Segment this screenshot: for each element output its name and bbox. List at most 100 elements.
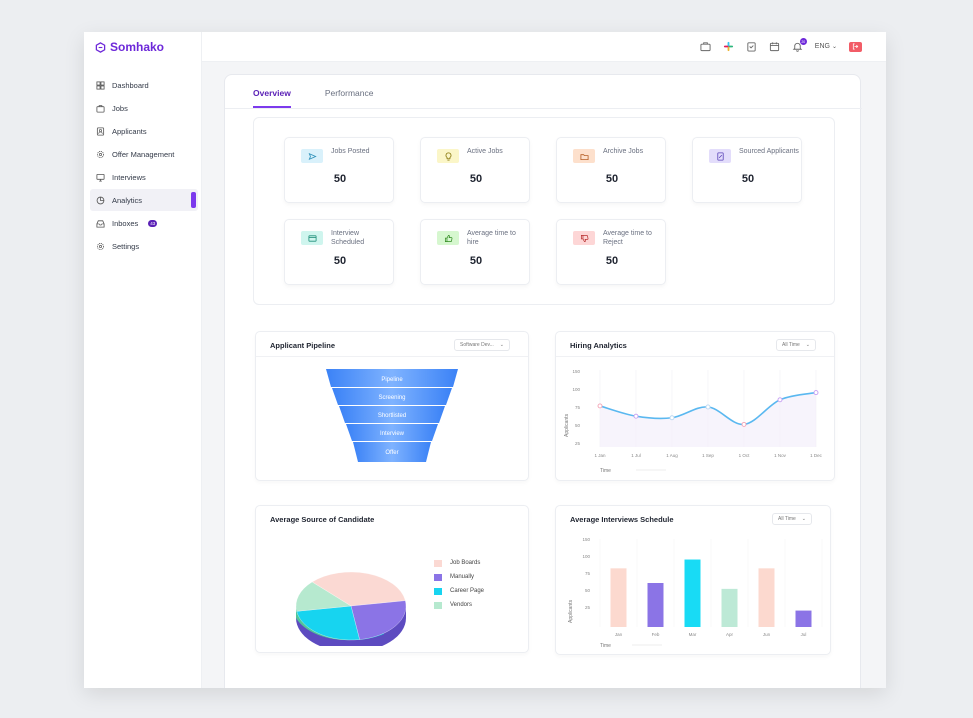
funnel-stage-interview[interactable] [346,424,438,441]
sidebar-item-analytics[interactable]: Analytics [90,189,198,211]
pie-slice-job-boards[interactable] [311,571,406,607]
y-tick-label: 25 [585,605,591,610]
y-axis-label: Applicants [568,599,574,623]
funnel-stage-screening[interactable] [332,388,452,405]
stat-label: Average time to hire [467,230,516,246]
y-tick-label: 150 [582,537,590,542]
logout-button[interactable] [849,41,862,52]
bell-icon[interactable]: 20 [792,38,807,52]
stat-card-jobs-posted[interactable]: Jobs Posted 50 [284,137,394,203]
dropdown-value: All Time [782,342,800,348]
sidebar-item-dashboard[interactable]: Dashboard [90,74,198,96]
main-content: Overview Performance Jobs Posted 50 Acti… [224,74,862,688]
legend-item-manually[interactable]: Manually [434,570,484,584]
sidebar-item-inboxes[interactable]: Inboxes 43 [90,212,198,234]
legend-item-job-boards[interactable]: Job Boards [434,556,484,570]
tab-divider [225,108,862,109]
legend-swatch [434,573,442,581]
sidebar-item-applicants[interactable]: Applicants [90,120,198,142]
stat-label: Active Jobs [467,148,503,155]
sidebar-item-jobs[interactable]: Jobs [90,97,198,119]
job-filter-dropdown[interactable]: Software Dev... ⌄ [453,339,510,351]
bar-apr[interactable] [721,588,738,627]
sidebar-item-label: Offer Management [112,149,175,159]
logout-icon [852,43,859,50]
bar-jan[interactable] [610,568,627,627]
gear-icon [96,150,105,159]
time-range-dropdown[interactable]: All Time ⌄ [772,513,812,525]
line-point[interactable] [633,413,639,419]
tab-overview[interactable]: Overview [253,75,291,108]
pie-slice-career-page[interactable] [296,605,360,641]
line-point[interactable] [813,390,819,396]
sidebar-item-settings[interactable]: Settings [90,235,198,257]
line-area [600,392,816,447]
sidebar-item-label: Analytics [112,195,143,205]
funnel-stage-pipeline[interactable] [326,369,458,387]
card-title: Average Interviews Schedule [570,515,674,524]
line-point[interactable] [669,415,675,421]
bar-feb[interactable] [647,583,664,627]
y-tick-label: 75 [575,405,581,410]
legend-label: Job Boards [450,560,481,566]
pie-slices [295,571,407,641]
calendar-icon[interactable] [769,41,780,52]
stat-label: Interview Scheduled [331,230,365,246]
stat-card-average-time-to-hire[interactable]: Average time to hire 50 [420,219,530,285]
y-tick-label: 75 [585,571,591,576]
y-tick-label: 100 [572,387,580,392]
briefcase-icon[interactable] [700,41,711,52]
line-point[interactable] [741,421,747,427]
x-tick-label: 1 Sep [702,453,714,458]
dashboard-icon [96,80,105,90]
legend-label: Manually [450,574,475,580]
sidebar-item-label: Jobs [112,103,128,113]
line-point[interactable] [705,404,711,410]
x-axis-label: Time [600,643,611,649]
stat-card-interview-scheduled[interactable]: Interview Scheduled 50 [284,219,394,285]
line-point[interactable] [777,397,783,403]
stat-card-sourced-applicants[interactable]: Sourced Applicants 50 [692,137,802,203]
x-tick-label: 1 Dec [810,453,823,458]
thumbs-up-icon [437,231,459,245]
dropdown-value: Software Dev... [459,342,494,348]
stat-card-active-jobs[interactable]: Active Jobs 50 [420,137,530,203]
clipboard-icon[interactable] [746,41,757,52]
top-icons: 20 ENG ⌄ [700,38,862,52]
sidebar-item-offer-management[interactable]: Offer Management [90,143,198,165]
stat-card-average-time-to-reject[interactable]: Average time to Reject 50 [556,219,666,285]
stat-label: Archive Jobs [603,148,644,155]
legend-item-career-page[interactable]: Career Page [434,584,484,598]
bar-jul[interactable] [795,610,812,627]
legend-item-vendors[interactable]: Vendors [434,598,484,612]
language-selector[interactable]: ENG ⌄ [815,43,837,50]
inbox-count-badge: 43 [148,219,158,227]
notification-badge: 20 [799,38,807,45]
window-icon [301,231,323,245]
y-tick-label: 150 [572,369,580,374]
time-range-dropdown[interactable]: All Time ⌄ [776,339,816,351]
bulb-icon [437,149,459,163]
source-of-candidate-card: Average Source of Candidate Job Boards M… [255,505,529,653]
brand-logo[interactable]: Somhako [95,40,164,54]
card-divider [556,356,834,357]
pie-slice-vendors[interactable] [295,581,352,612]
bar-jun[interactable] [758,568,775,627]
pie-slice-manually[interactable] [350,600,407,640]
dropdown-value: All Time [778,516,796,522]
funnel-stage-offer[interactable] [353,442,431,462]
x-tick-label: 1 Aug [666,453,678,458]
slack-icon[interactable] [723,41,734,52]
x-tick-label: 1 Oct [739,453,751,458]
chevron-down-icon: ⌄ [831,44,837,50]
brand-name: Somhako [110,40,165,54]
bar-mar[interactable] [684,559,701,627]
tab-performance[interactable]: Performance [324,88,374,98]
stat-value: 50 [741,173,755,185]
sidebar-item-interviews[interactable]: Interviews [90,166,198,188]
funnel-stage-shortlisted[interactable] [339,406,445,423]
stat-value: 50 [333,173,347,185]
folder-icon [573,149,595,163]
stat-card-archive-jobs[interactable]: Archive Jobs 50 [556,137,666,203]
line-point[interactable] [597,403,603,409]
